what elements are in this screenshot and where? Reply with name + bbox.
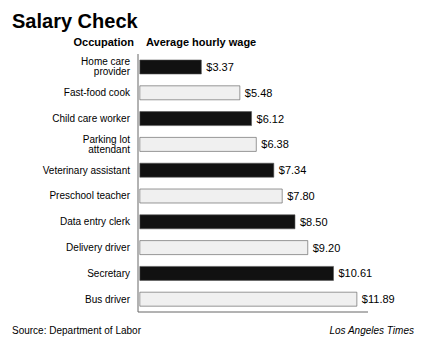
- svg-text:Child care worker: Child care worker: [52, 113, 130, 124]
- svg-text:$6.12: $6.12: [257, 113, 285, 125]
- html-text:Los Angeles Times: Los Angeles Times: [329, 325, 414, 336]
- svg-text:$7.80: $7.80: [287, 190, 315, 202]
- html-text:Source: Department of Labor: Source: Department of Labor: [12, 325, 141, 336]
- svg-text:$11.89: $11.89: [362, 293, 395, 305]
- svg-text:$7.34: $7.34: [279, 164, 307, 176]
- svg-text:$3.37: $3.37: [206, 61, 234, 73]
- svg-text:Fast-food cook: Fast-food cook: [64, 87, 131, 98]
- html-text:Salary Check: Salary Check: [12, 10, 138, 32]
- svg-text:Parking lotattendant: Parking lotattendant: [83, 134, 130, 155]
- svg-text:Secretary: Secretary: [87, 268, 130, 279]
- svg-text:$8.50: $8.50: [300, 216, 328, 228]
- svg-text:$10.61: $10.61: [339, 267, 373, 279]
- svg-text:Delivery driver: Delivery driver: [66, 242, 131, 253]
- svg-text:Home careprovider: Home careprovider: [81, 56, 131, 77]
- svg-text:Bus driver: Bus driver: [85, 294, 131, 305]
- html-text:Average hourly wage: Average hourly wage: [146, 36, 257, 48]
- html-text:Occupation: Occupation: [73, 36, 134, 48]
- svg-text:$9.20: $9.20: [313, 242, 341, 254]
- svg-text:Data entry clerk: Data entry clerk: [60, 216, 131, 227]
- svg-text:Preschool teacher: Preschool teacher: [49, 190, 130, 201]
- svg-text:Veterinary assistant: Veterinary assistant: [43, 165, 130, 176]
- svg-text:$6.38: $6.38: [261, 138, 289, 150]
- svg-text:$5.48: $5.48: [245, 87, 273, 99]
